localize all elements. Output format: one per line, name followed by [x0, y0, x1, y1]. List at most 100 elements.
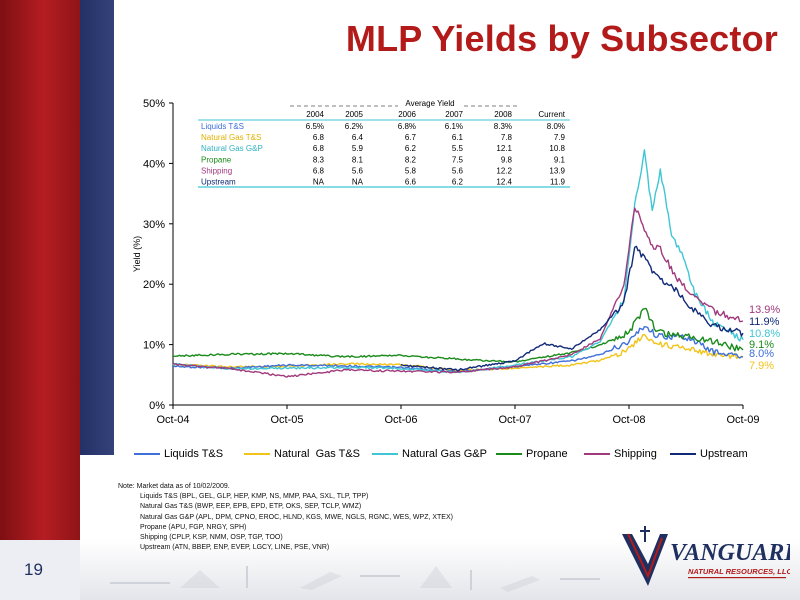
- table-cell: 9.1: [554, 155, 566, 164]
- table-cell: 6.8%: [398, 122, 416, 131]
- table-cell: 8.3%: [494, 122, 512, 131]
- series-line-upstream: [400, 245, 744, 372]
- legend-swatch: [584, 453, 610, 455]
- table-cell: 5.6: [352, 166, 364, 175]
- table-cell: 7.8: [501, 133, 513, 142]
- end-value-label: 11.9%: [749, 316, 780, 328]
- table-cell: 6.2%: [345, 122, 363, 131]
- table-cell: 12.2: [496, 166, 512, 175]
- table-cell: 11.9: [550, 178, 566, 187]
- table-column-header: 2007: [445, 110, 463, 119]
- note-line: Liquids T&S (BPL, GEL, GLP, HEP, KMP, NS…: [140, 493, 369, 501]
- table-cell: 8.1: [352, 155, 364, 164]
- y-tick-label: 20%: [143, 279, 165, 291]
- series-line-shipping: [172, 207, 744, 378]
- legend-swatch: [134, 453, 160, 455]
- y-axis-label: Yield (%): [132, 236, 142, 272]
- y-tick-label: 10%: [143, 340, 165, 352]
- table-cell: 7.5: [452, 155, 464, 164]
- page-number: 19: [24, 560, 43, 579]
- note-line: Upstream (ATN, BBEP, ENP, EVEP, LGCY, LI…: [140, 544, 330, 552]
- footnotes: Note: Market data as of 10/02/2009. Liqu…: [118, 482, 453, 553]
- table-cell: 6.1: [452, 133, 464, 142]
- table-column-header: 2006: [398, 110, 416, 119]
- vanguard-logo: VANGUARD NATURAL RESOURCES, LLC: [622, 526, 790, 586]
- x-tick-label: Oct-09: [726, 414, 759, 426]
- legend-item-natural-gas-gp: Natural Gas G&P: [372, 446, 487, 462]
- legend-swatch: [244, 453, 270, 455]
- table-cell: 6.8: [313, 133, 325, 142]
- table-cell: 10.8: [549, 144, 565, 153]
- table-cell: 5.6: [452, 166, 464, 175]
- table-cell: 6.8: [313, 166, 325, 175]
- table-cell: 6.4: [352, 133, 364, 142]
- legend-swatch: [372, 453, 398, 455]
- end-value-label: 10.8%: [749, 328, 780, 340]
- note-line: Natural Gas G&P (APL, DPM, CPNO, EROC, H…: [140, 513, 453, 521]
- table-row-label: Natural Gas G&P: [201, 144, 263, 153]
- y-tick-label: 30%: [143, 219, 165, 231]
- table-column-header: Current: [538, 110, 565, 119]
- table-cell: 5.9: [352, 144, 364, 153]
- table-row-label: Liquids T&S: [201, 122, 244, 131]
- end-value-label: 13.9%: [749, 304, 780, 316]
- legend-item-liquids: Liquids T&S: [134, 446, 223, 462]
- table-row-label: Shipping: [201, 166, 232, 175]
- legend-item-shipping: Shipping: [584, 446, 657, 462]
- logo-text: VANGUARD: [670, 540, 790, 566]
- table-cell: NA: [352, 178, 364, 187]
- x-tick-label: Oct-08: [612, 414, 645, 426]
- legend-label: Natural Gas G&P: [402, 448, 487, 460]
- y-tick-label: 50%: [143, 98, 165, 110]
- x-tick-label: Oct-04: [156, 414, 189, 426]
- table-cell: 6.5%: [306, 122, 324, 131]
- legend-label: Propane: [526, 448, 568, 460]
- legend-label: Liquids T&S: [164, 448, 224, 460]
- x-tick-label: Oct-07: [498, 414, 531, 426]
- table-cell: 6.2: [452, 178, 464, 187]
- slide-title: MLP Yields by Subsector: [345, 18, 778, 59]
- note-line: Note: Market data as of 10/02/2009.: [118, 483, 230, 490]
- table-cell: 5.5: [452, 144, 464, 153]
- table-title: Average Yield: [405, 99, 454, 108]
- table-cell: 6.2: [405, 144, 417, 153]
- table-cell: 5.8: [405, 166, 417, 175]
- table-cell: 8.3: [313, 155, 325, 164]
- end-value-label: 8.0%: [749, 348, 774, 360]
- table-column-header: 2004: [306, 110, 324, 119]
- series-line-propane: [172, 307, 744, 363]
- series-line-liquids-t-s: [173, 326, 744, 373]
- table-cell: 12.4: [496, 178, 512, 187]
- table-cell: 8.0%: [547, 122, 565, 131]
- table-cell: NA: [313, 178, 325, 187]
- table-cell: 6.1%: [445, 122, 463, 131]
- table-cell: 6.7: [405, 133, 417, 142]
- note-line: Shipping (CPLP, KSP, NMM, OSP, TGP, TOO): [140, 534, 283, 542]
- series-line-natural-gas-t-s: [172, 333, 744, 373]
- table-cell: 7.9: [554, 133, 566, 142]
- legend-item-propane: Propane: [496, 446, 568, 462]
- legend-label: Upstream: [700, 448, 748, 460]
- legend-label: Shipping: [614, 448, 657, 460]
- table-cell: 8.2: [405, 155, 417, 164]
- logo-subtext: NATURAL RESOURCES, LLC: [688, 567, 790, 576]
- table-cell: 13.9: [549, 166, 565, 175]
- x-tick-label: Oct-05: [270, 414, 303, 426]
- table-row-label: Propane: [201, 155, 232, 164]
- table-cell: 12.1: [496, 144, 512, 153]
- legend-swatch: [496, 453, 522, 455]
- table-column-header: 2005: [345, 110, 363, 119]
- legend-swatch: [670, 453, 696, 455]
- table-row-label: Natural Gas T&S: [201, 133, 261, 142]
- end-value-label: 7.9%: [749, 360, 774, 372]
- x-tick-label: Oct-06: [384, 414, 417, 426]
- y-tick-label: 0%: [149, 400, 165, 412]
- table-cell: 6.8: [313, 144, 325, 153]
- note-line: Propane (APU, FGP, NRGY, SPH): [140, 523, 247, 531]
- table-column-header: 2008: [494, 110, 512, 119]
- table-cell: 6.6: [405, 178, 417, 187]
- note-line: Natural Gas T&S (BWP, EEP, EPB, EPD, ETP…: [140, 503, 362, 511]
- legend-label: Natural Gas T&S: [274, 448, 360, 460]
